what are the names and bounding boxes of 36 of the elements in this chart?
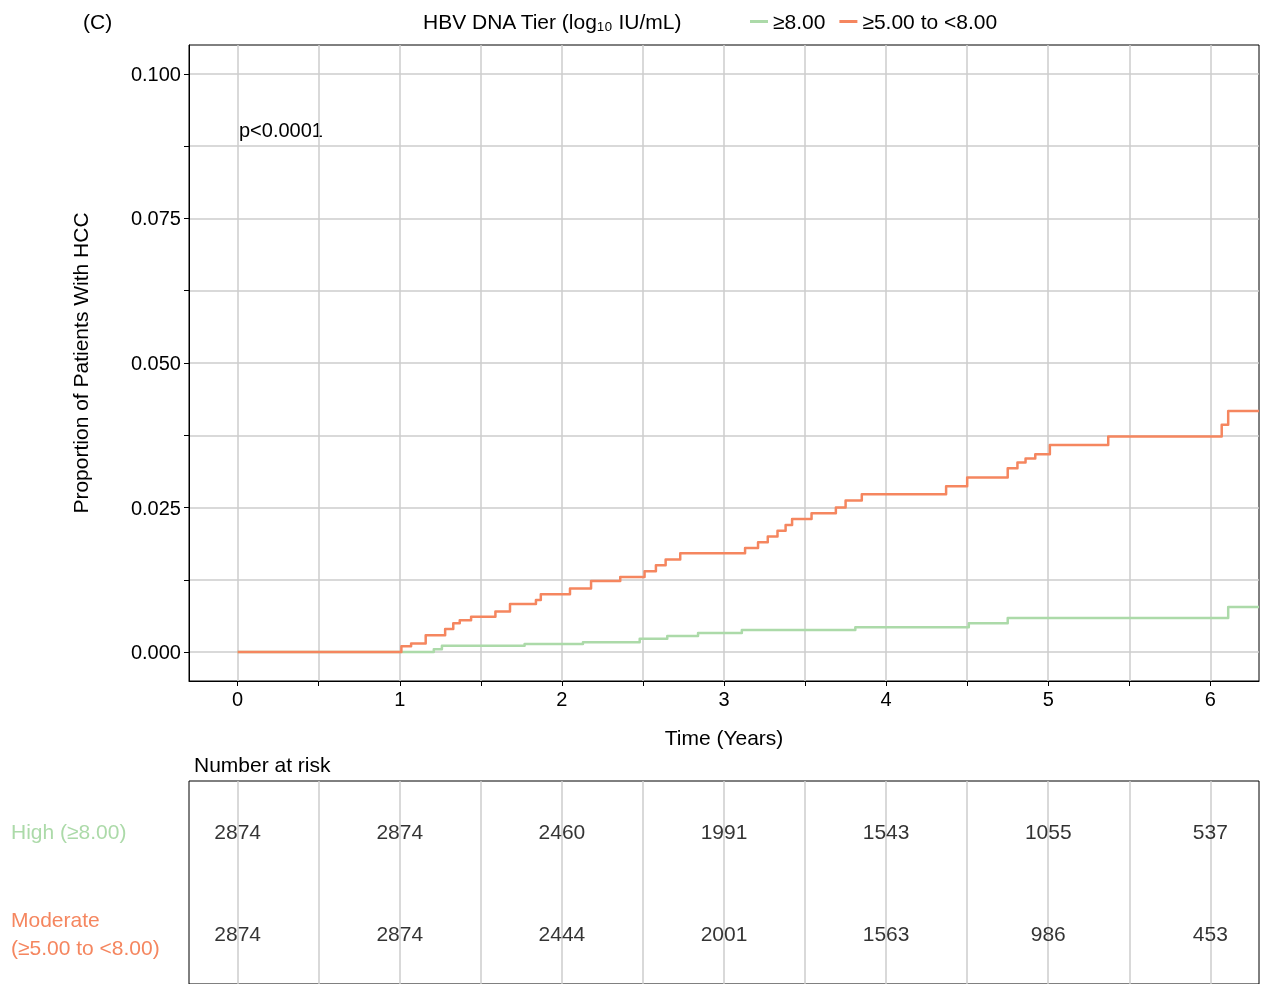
y-tick-label: 0.025	[130, 496, 181, 519]
annotation: p<0.0001	[239, 119, 323, 141]
data-label: 2874	[376, 820, 424, 844]
data-label: 2874	[214, 921, 262, 945]
data-label: 1991	[700, 820, 748, 844]
x-tick-label: 4	[880, 688, 892, 710]
x-axis-title: Time (Years)	[664, 726, 784, 749]
x-tick-label: 2	[556, 688, 568, 710]
legend-label: ≥8.00	[773, 10, 826, 33]
data-label: 537	[1192, 820, 1228, 844]
data-label: 1563	[862, 921, 910, 945]
y-axis-title: Proportion of Patients With HCC	[69, 212, 92, 514]
y-tick-label: High (≥8.00)	[11, 820, 127, 844]
x-tick-label: 5	[1042, 688, 1054, 710]
chart-title: Number at risk	[194, 753, 332, 776]
data-label: 2460	[538, 820, 586, 844]
data-label: 1543	[862, 820, 910, 844]
y-tick-label: Moderate (≥5.00 to <8.00)	[11, 907, 160, 959]
y-tick-label: 0.000	[130, 641, 181, 664]
y-tick-label: 0.075	[130, 207, 181, 230]
data-label: 1055	[1024, 820, 1072, 844]
legend-title: HBV DNA Tier (log₁₀ IU/mL)	[423, 10, 682, 33]
data-label: 2874	[376, 921, 424, 945]
x-tick-label: 3	[718, 688, 730, 710]
data-label: 453	[1192, 921, 1228, 945]
x-tick-label: 6	[1204, 688, 1216, 710]
y-tick-label: 0.050	[130, 352, 181, 374]
y-tick-label: 0.100	[130, 62, 181, 85]
x-tick-label: 1	[394, 688, 406, 710]
data-label: 2874	[214, 820, 262, 844]
chart-title: (C)	[83, 10, 113, 33]
legend-label: ≥5.00 to <8.00	[862, 10, 998, 33]
data-label: 986	[1030, 921, 1066, 945]
x-tick-label: 0	[232, 688, 244, 710]
data-label: 2001	[700, 921, 748, 945]
data-label: 2444	[538, 921, 586, 945]
